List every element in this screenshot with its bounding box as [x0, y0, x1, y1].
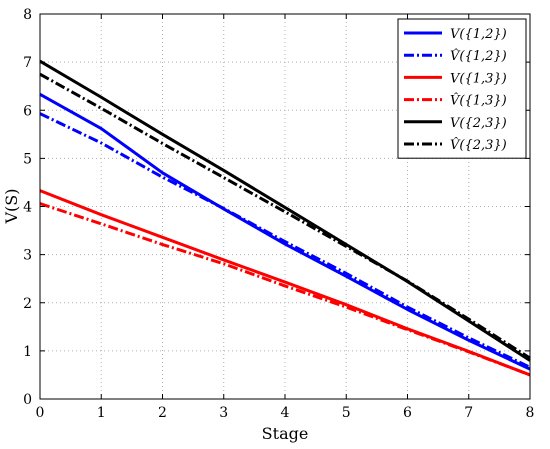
legend-label: V̂({1,3}) [450, 92, 507, 108]
legend: V({1,2}) V̂({1,2}) V({1,3}) V̂({1,3}) V({2,3… [397, 18, 527, 159]
y-tick-label: 0 [23, 392, 32, 408]
legend-box [397, 18, 527, 159]
legend-label: V({1,3}) [450, 71, 507, 86]
series-line-estimate-2 [39, 112, 531, 369]
y-tick-label: 7 [23, 55, 32, 71]
legend-label: V({2,3}) [450, 116, 507, 131]
x-tick-label: 2 [158, 405, 167, 421]
axis-ticks: 0 1 2 3 4 5 6 7 8 0 1 2 3 4 5 6 7 8 [23, 7, 534, 421]
x-tick-label: 7 [464, 405, 473, 421]
y-tick-label: 4 [23, 200, 32, 216]
legend-label: V({1,2}) [450, 27, 507, 42]
series-line-1 [39, 93, 531, 371]
series-line-3 [39, 189, 531, 377]
y-tick-label: 8 [23, 7, 32, 23]
x-tick-label: 6 [403, 405, 412, 421]
y-tick-label: 6 [23, 103, 32, 119]
x-tick-label: 0 [36, 405, 45, 421]
y-tick-label: 2 [23, 296, 32, 312]
y-tick-label: 5 [23, 151, 32, 167]
legend-label: V̂({1,2}) [450, 48, 507, 64]
y-axis-label: V(S) [2, 189, 21, 225]
x-tick-label: 5 [342, 405, 351, 421]
x-tick-label: 8 [526, 405, 535, 421]
x-tick-label: 3 [219, 405, 228, 421]
legend-label: V̂({2,3}) [450, 137, 507, 153]
y-tick-label: 1 [23, 344, 32, 360]
series-line-estimate-6 [39, 72, 531, 360]
series-lines [39, 59, 531, 377]
x-tick-label: 1 [97, 405, 106, 421]
y-tick-label: 3 [23, 248, 32, 264]
x-tick-label: 4 [281, 405, 290, 421]
series-line-estimate-4 [39, 202, 531, 377]
x-axis-label: Stage [262, 424, 309, 443]
